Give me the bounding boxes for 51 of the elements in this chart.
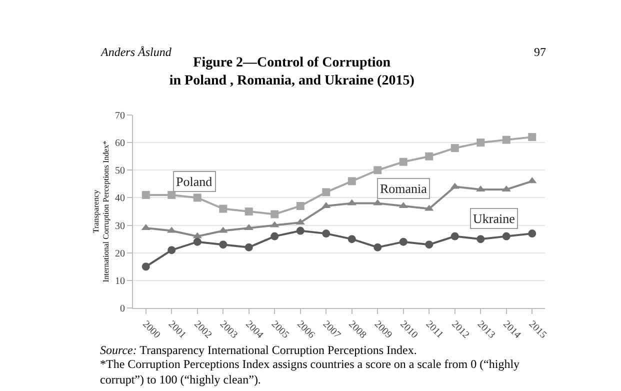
point [450, 144, 459, 152]
source-note: Source: Transparency International Corruption Perceptions Index. [100, 343, 417, 357]
text: 97 [534, 45, 546, 59]
point [348, 177, 356, 186]
y-tick-label: 30 [115, 220, 125, 232]
point [399, 238, 408, 246]
point [502, 136, 510, 144]
series-label: Ukraine [473, 211, 516, 226]
point [348, 235, 356, 244]
point [322, 230, 330, 238]
point [270, 210, 279, 218]
point [168, 190, 176, 199]
point [502, 232, 510, 240]
point [450, 232, 459, 240]
x-tick-label: 2010 [398, 318, 420, 341]
series-label: Poland [176, 174, 213, 189]
y-tick-label: 0 [120, 304, 125, 314]
y-tick-label: 60 [115, 138, 125, 150]
y-tick-label: 70 [115, 110, 125, 122]
point [296, 202, 304, 210]
point [425, 152, 434, 160]
point [374, 166, 382, 174]
y-tick-label: 40 [115, 193, 125, 204]
y-axis-title: Transparency International Corruption Perceptions Index* [91, 140, 111, 282]
y-tick-label: 50 [115, 166, 125, 177]
point [168, 246, 176, 254]
point [142, 190, 150, 199]
point [142, 262, 150, 271]
point [244, 243, 253, 252]
point [528, 230, 536, 238]
point [193, 194, 202, 202]
point [476, 235, 485, 244]
point [244, 208, 253, 216]
x-tick-label: 2009 [372, 318, 394, 341]
point [270, 232, 279, 240]
y-tick-label: 20 [115, 248, 125, 260]
point [322, 188, 330, 196]
x-tick-label: 2000 [140, 318, 162, 341]
point [219, 240, 228, 249]
point [219, 204, 228, 213]
series-label: Romania [380, 181, 428, 196]
point [528, 133, 536, 142]
point [193, 238, 202, 246]
x-tick-label: 2007 [320, 318, 342, 341]
point [296, 226, 304, 235]
text: *The Corruption Perceptions Index assigns countries a score on a scale from 0 (“highly corrupt”) to 100 (“highly clean”). [100, 357, 520, 387]
y-tick-label: 10 [115, 276, 125, 287]
point [399, 158, 408, 166]
point [425, 240, 434, 249]
point [476, 138, 485, 147]
point [374, 243, 382, 252]
